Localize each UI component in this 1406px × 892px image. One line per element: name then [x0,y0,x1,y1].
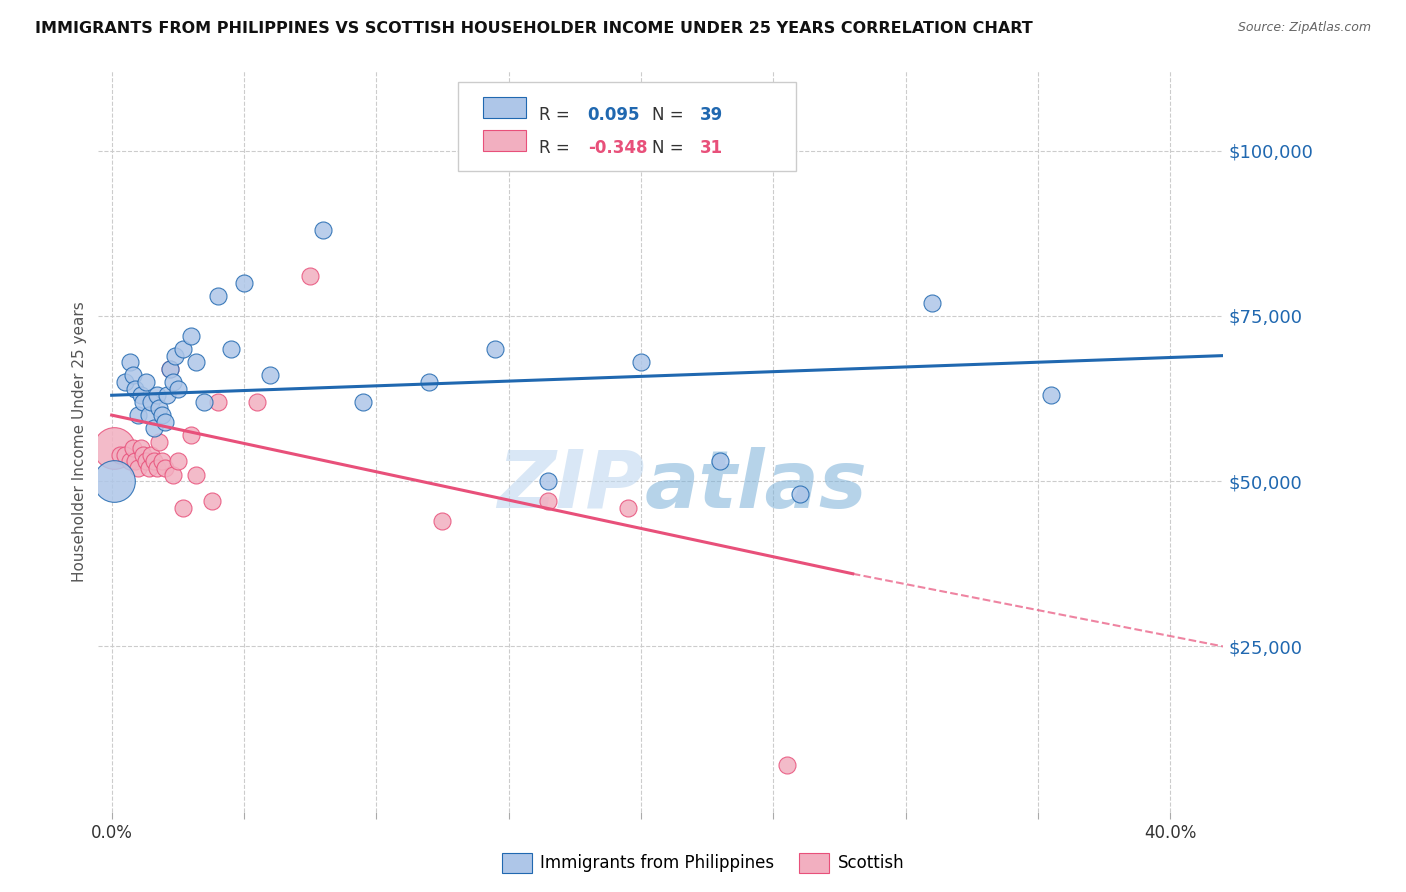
Point [709,454,731,468]
Point [352,395,374,409]
Point [124,454,146,468]
Point [120,454,142,468]
Point [135,454,157,468]
Point [630,355,652,369]
Point [129,441,152,455]
Point [127,408,149,422]
Point [219,342,242,356]
Point [312,223,335,237]
Point [180,428,202,442]
Point [103,441,125,455]
Point [121,368,143,383]
Point [616,500,638,515]
Text: 39: 39 [700,106,724,124]
FancyBboxPatch shape [484,130,526,151]
Text: Source: ZipAtlas.com: Source: ZipAtlas.com [1237,21,1371,34]
Point [145,388,167,402]
Text: R =: R = [540,106,575,124]
Point [138,408,160,422]
Y-axis label: Householder Income Under 25 years: Householder Income Under 25 years [72,301,87,582]
Point [172,500,194,515]
Point [233,276,256,290]
FancyBboxPatch shape [484,97,526,118]
Point [166,382,188,396]
Point [153,415,176,429]
Legend: Immigrants from Philippines, Scottish: Immigrants from Philippines, Scottish [495,847,911,880]
Point [259,368,281,383]
Point [537,474,560,488]
Text: IMMIGRANTS FROM PHILIPPINES VS SCOTTISH HOUSEHOLDER INCOME UNDER 25 YEARS CORREL: IMMIGRANTS FROM PHILIPPINES VS SCOTTISH … [35,21,1033,36]
Point [148,434,170,449]
Point [150,408,173,422]
Point [153,461,176,475]
Point [162,375,184,389]
Point [775,758,797,772]
Point [132,448,155,462]
Point [159,361,181,376]
Point [135,375,157,389]
Point [165,349,187,363]
Text: 31: 31 [700,139,723,157]
Point [150,454,173,468]
Point [207,289,229,303]
Point [145,461,167,475]
Point [114,448,136,462]
Point [159,361,181,376]
Point [246,395,269,409]
Point [141,448,163,462]
Text: R =: R = [540,139,575,157]
Point [156,388,179,402]
Point [127,461,149,475]
Point [141,395,163,409]
Point [299,269,322,284]
Text: 0.095: 0.095 [588,106,640,124]
Point [418,375,440,389]
Point [124,382,146,396]
Point [484,342,506,356]
Point [120,355,142,369]
Point [186,467,208,482]
Point [193,395,215,409]
Point [921,295,943,310]
Point [162,467,184,482]
FancyBboxPatch shape [458,82,796,171]
Point [114,375,136,389]
Point [186,355,208,369]
Point [172,342,194,356]
Point [103,474,125,488]
Point [201,494,224,508]
Point [132,395,155,409]
Text: atlas: atlas [645,447,868,525]
Point [166,454,188,468]
Point [537,494,560,508]
Point [207,395,229,409]
Text: N =: N = [652,106,689,124]
Point [1040,388,1063,402]
Point [108,448,131,462]
Point [143,454,166,468]
Point [143,421,166,435]
Point [432,514,454,528]
Point [180,328,202,343]
Point [789,487,811,501]
Point [129,388,152,402]
Text: N =: N = [652,139,689,157]
Point [121,441,143,455]
Text: -0.348: -0.348 [588,139,647,157]
Text: ZIP: ZIP [498,447,644,525]
Point [148,401,170,416]
Point [138,461,160,475]
